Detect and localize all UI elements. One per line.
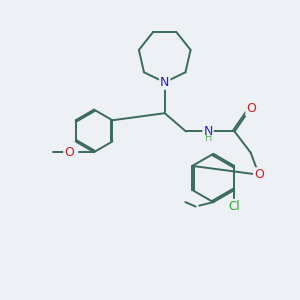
Text: H: H xyxy=(205,133,212,143)
Text: Cl: Cl xyxy=(228,200,240,213)
Text: O: O xyxy=(254,168,264,181)
Text: N: N xyxy=(160,76,169,89)
Text: O: O xyxy=(64,146,74,159)
Text: O: O xyxy=(246,102,256,115)
Text: N: N xyxy=(203,125,213,138)
